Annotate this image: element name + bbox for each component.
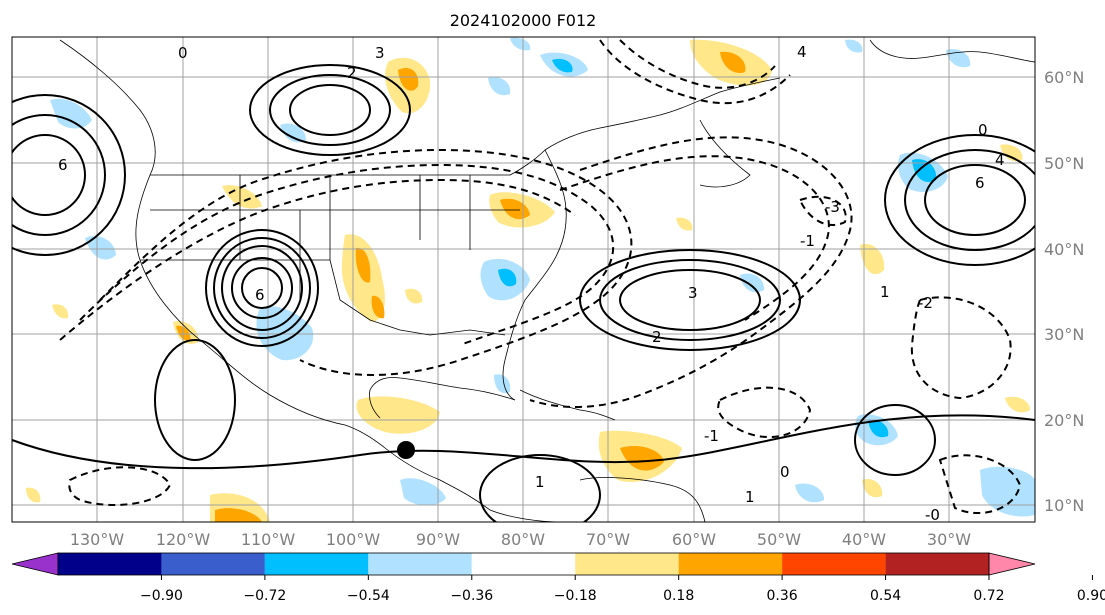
lon-label: 30°W (927, 530, 971, 549)
colorbar-extend-high (988, 552, 1036, 576)
colorbar-tick-label: 0.72 (973, 588, 1004, 604)
colorbar-tick-label: −0.54 (347, 588, 390, 604)
contour-label: 1 (745, 488, 755, 506)
contours-positive (12, 64, 1035, 522)
lon-label: 110°W (241, 530, 296, 549)
colorbar-tick-label: −0.90 (140, 588, 183, 604)
graticule (12, 37, 1035, 522)
colorbar-tick-label: −0.18 (554, 588, 597, 604)
contour-label: 1 (880, 283, 890, 301)
contour-label: 0 (978, 121, 988, 139)
lon-label: 100°W (326, 530, 381, 549)
colorbar-segment (575, 553, 679, 575)
contour-label: 6 (255, 286, 265, 304)
lat-label: 40°N (1044, 240, 1084, 259)
colorbar-segment (678, 553, 783, 575)
lon-label: 120°W (156, 530, 211, 549)
anomaly-shading (26, 37, 1035, 522)
colorbar-segment (471, 553, 576, 575)
colorbar-frame (57, 552, 990, 576)
lon-label: 130°W (70, 530, 125, 549)
storm-center-marker (397, 441, 415, 459)
map-frame (11, 36, 1036, 523)
coastlines (59, 39, 1035, 522)
contour-label: 1 (535, 473, 545, 491)
lat-label: 60°N (1044, 68, 1084, 87)
contour-label: -0 (925, 506, 940, 524)
contour-label: 2 (652, 328, 662, 346)
lon-label: 60°W (672, 530, 716, 549)
colorbar-tick-label: −0.72 (243, 588, 286, 604)
lon-label: 90°W (416, 530, 460, 549)
colorbar-tick-label: 0.90 (1077, 588, 1105, 604)
contours-negative (59, 39, 1022, 515)
colorbar-segment (368, 553, 472, 575)
contour-label: 0 (780, 463, 790, 481)
contour-labels: 0 2 3 4 -0 1 -3 6 -2 -1 2 0 1 -1 3 6 0 1… (58, 43, 1005, 524)
colorbar-tick-label: 0.18 (663, 588, 694, 604)
lon-label: 50°W (757, 530, 801, 549)
lat-label: 30°N (1044, 325, 1084, 344)
longitude-labels: 130°W 120°W 110°W 100°W 90°W 80°W 70°W 6… (70, 530, 971, 549)
contour-label: -3 (825, 198, 840, 216)
contour-label: 2 (347, 64, 357, 82)
contour-label: 6 (975, 174, 985, 192)
contour-label: 0 (178, 44, 188, 62)
colorbar-segment (58, 553, 162, 575)
colorbar-segment (782, 553, 886, 575)
lat-label: 50°N (1044, 154, 1084, 173)
contour-label: -2 (918, 294, 933, 312)
latitude-labels: 60°N 50°N 40°N 30°N 20°N 10°N (1044, 68, 1084, 515)
map-title: 2024102000 F012 (450, 11, 597, 30)
colorbar: −0.90 −0.72 −0.54 −0.36 −0.18 0.18 0.36 0.54 0.7… (11, 552, 1105, 604)
contour-label: 4 (797, 43, 807, 61)
lon-label: 40°W (842, 530, 886, 549)
contour-label: 3 (375, 44, 385, 62)
colorbar-extend-low (11, 552, 59, 576)
lat-label: 20°N (1044, 411, 1084, 430)
contour-label: 4 (995, 151, 1005, 169)
contour-label: 3 (688, 284, 698, 302)
colorbar-segment (264, 553, 369, 575)
colorbar-segment (161, 553, 265, 575)
lon-label: 80°W (501, 530, 545, 549)
contour-label: -1 (704, 427, 719, 445)
colorbar-tick-label: −0.36 (450, 588, 493, 604)
lon-label: 70°W (586, 530, 630, 549)
colorbar-tick-label: 0.36 (767, 588, 798, 604)
contour-label: -1 (800, 232, 815, 250)
contour-label: 6 (58, 156, 68, 174)
lat-label: 10°N (1044, 496, 1084, 515)
map-panel: 0 2 3 4 -0 1 -3 6 -2 -1 2 0 1 -1 3 6 0 1… (12, 37, 1035, 524)
colorbar-segment (885, 553, 989, 575)
colorbar-tick-label: 0.54 (870, 588, 901, 604)
